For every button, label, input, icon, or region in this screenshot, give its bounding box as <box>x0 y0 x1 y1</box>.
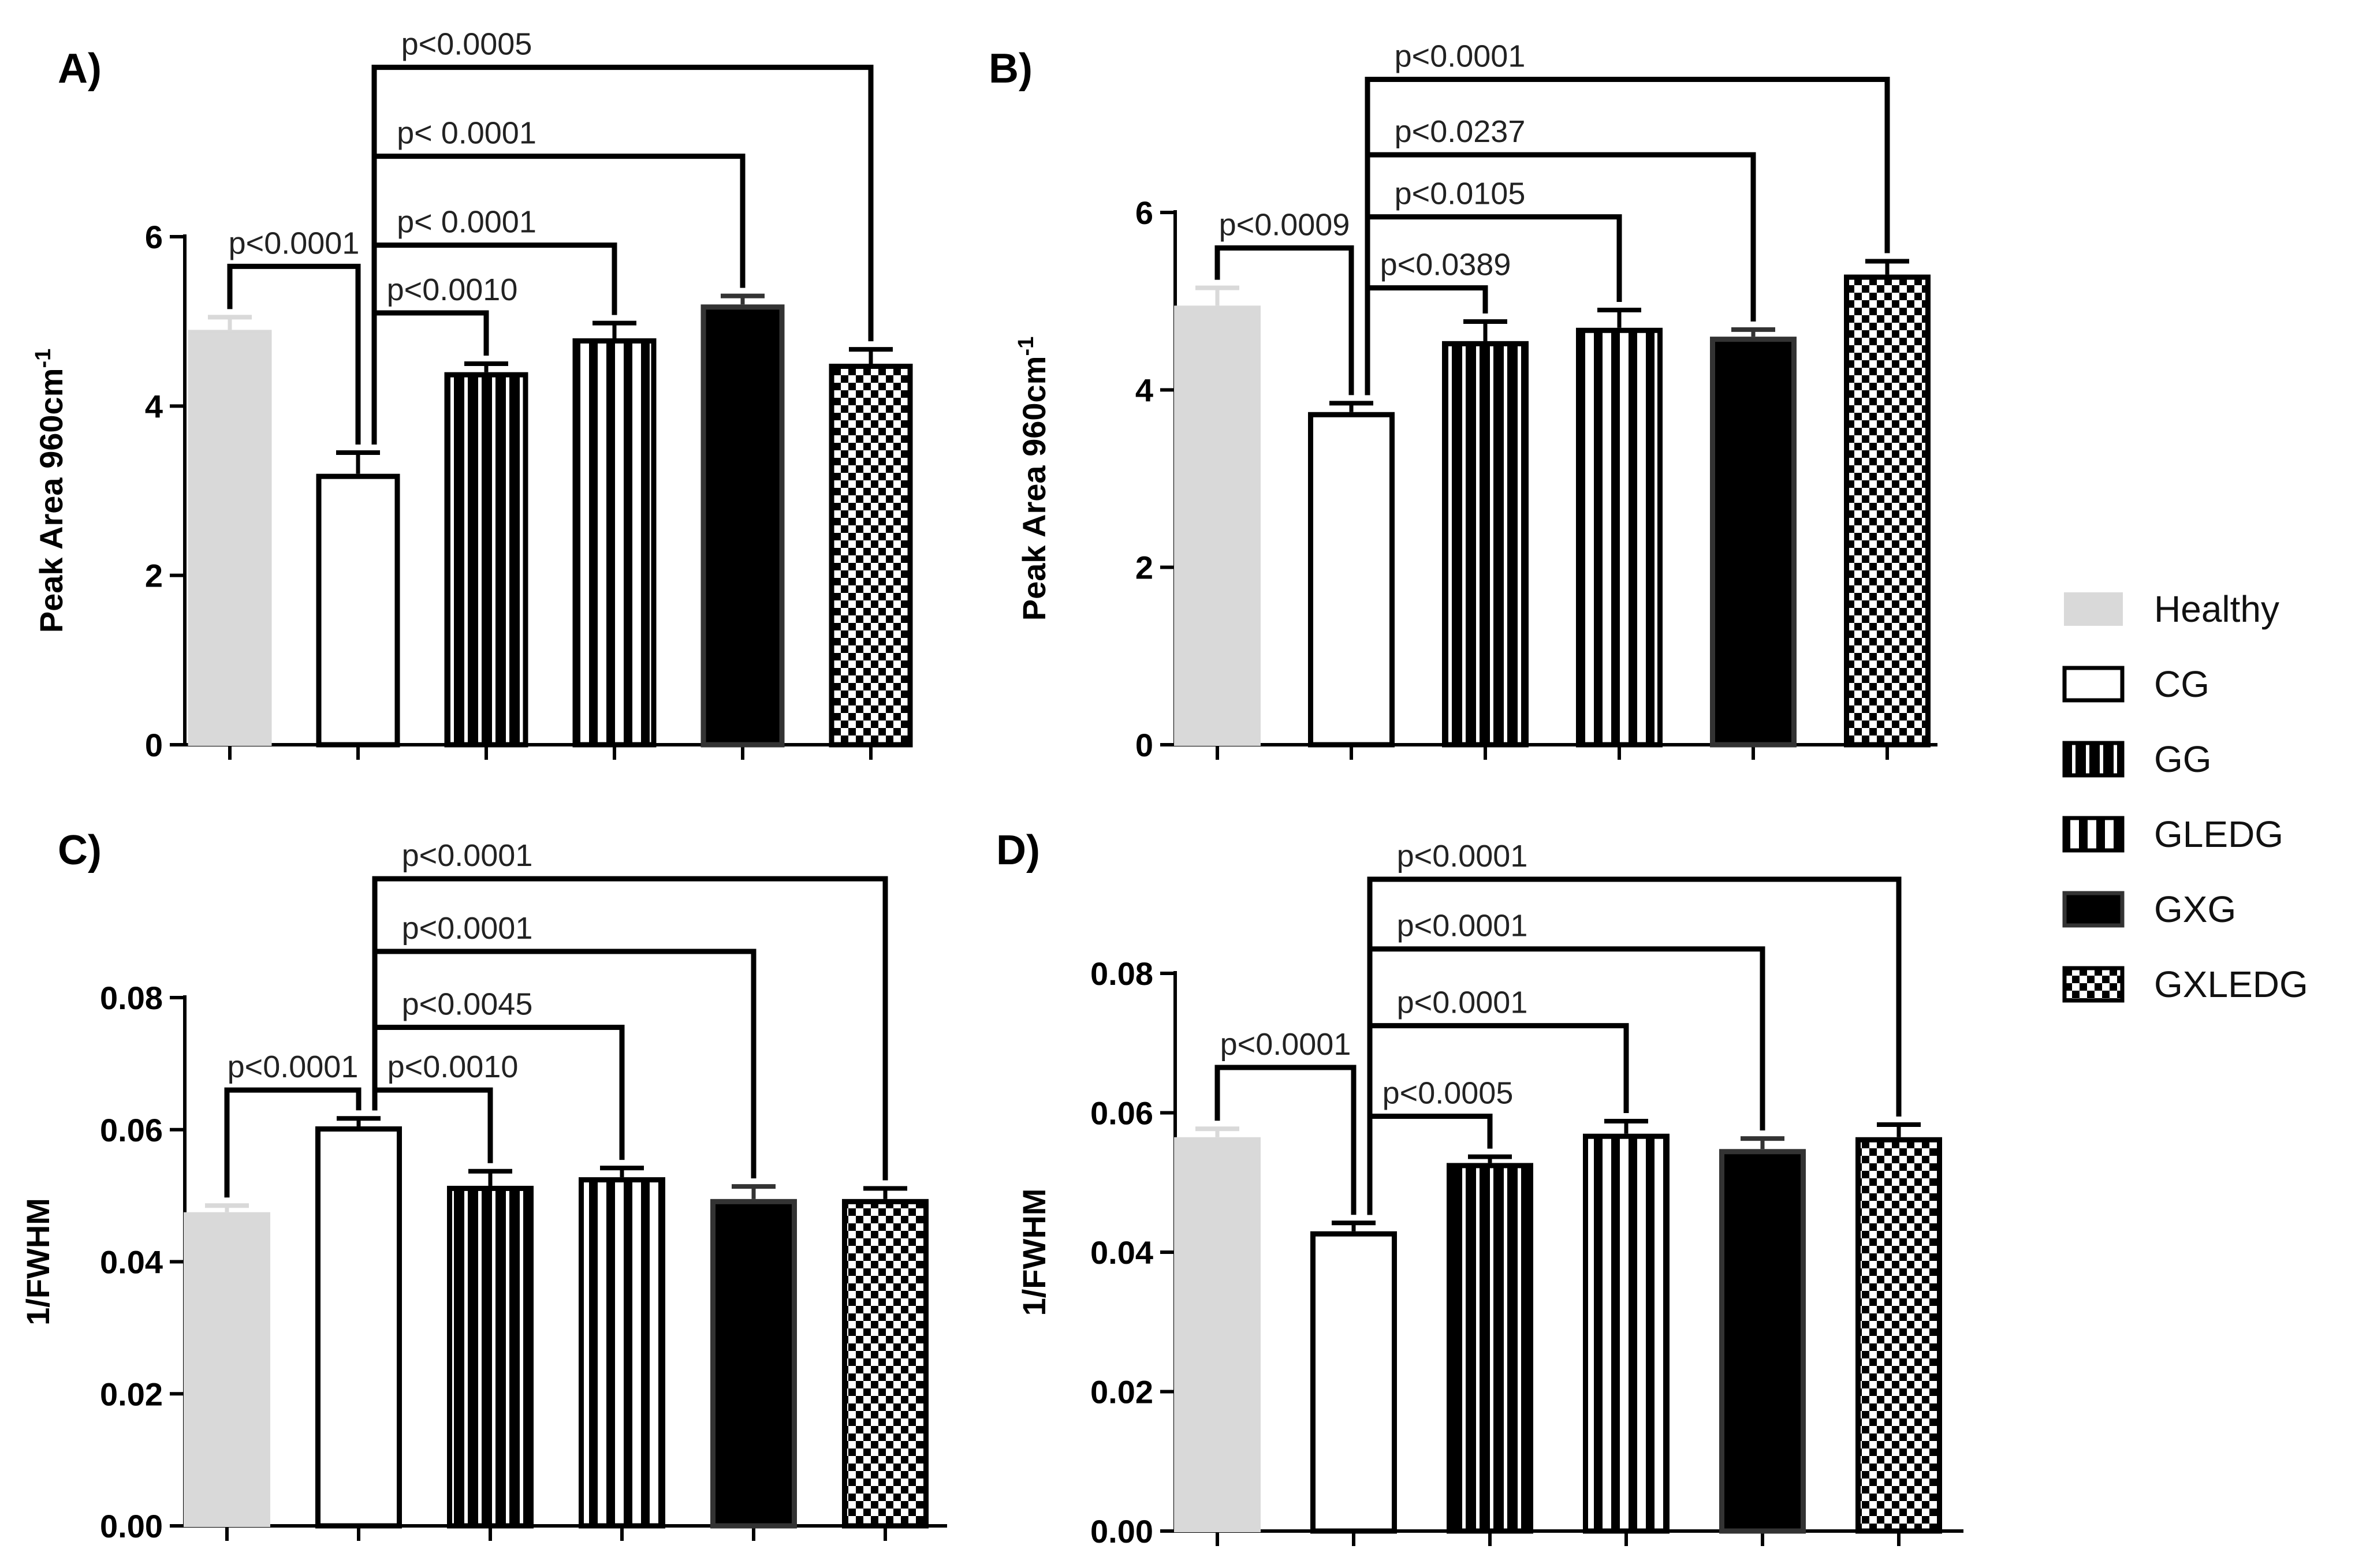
legend-swatch-gxg <box>2062 891 2125 928</box>
bar-gledg <box>579 1177 665 1529</box>
y-tick-label: 6 <box>145 219 163 255</box>
panel-d: D) 1/FWHM 0.00 0.02 0.04 0.06 0.08 p<0.0001 p<0.… <box>996 827 1963 1550</box>
panel-label: C) <box>58 827 102 873</box>
y-tick-label: 4 <box>145 388 163 424</box>
legend-label: Healthy <box>2154 588 2279 630</box>
y-tick-label: 0.08 <box>100 980 163 1016</box>
legend-swatch-healthy <box>2064 592 2123 626</box>
p-value-label: p<0.0001 <box>402 838 533 873</box>
y-axis-label: 1/FWHM <box>1016 1189 1052 1316</box>
significance-bracket <box>227 263 361 445</box>
bar-gg <box>1447 1163 1533 1534</box>
legend-swatch-gledg <box>2062 816 2125 853</box>
bar-healthy <box>1174 305 1261 746</box>
bar-gxg <box>1710 337 1797 748</box>
significance-bracket <box>372 1024 625 1160</box>
p-value-label: p<0.0009 <box>1219 207 1350 242</box>
y-axis-label-superscript: -1 <box>1014 337 1038 356</box>
bar-gledg <box>572 338 657 748</box>
y-tick-label: 6 <box>1135 195 1153 231</box>
significance-bracket <box>1365 77 1890 395</box>
p-value-label: p<0.0001 <box>402 911 533 946</box>
bar-gledg <box>1583 1133 1670 1534</box>
y-axis-label: Peak Area 960cm-1 <box>1014 337 1052 621</box>
panel-label: B) <box>989 46 1033 92</box>
y-tick-label: 0 <box>1135 727 1153 763</box>
bar-cg <box>1310 1231 1397 1534</box>
legend-swatch-cg <box>2062 666 2125 703</box>
bar-cg <box>316 473 400 748</box>
y-tick-label: 0 <box>145 727 163 763</box>
bar-gxg <box>710 1199 797 1529</box>
y-tick-label: 2 <box>1135 550 1153 586</box>
legend-label: GG <box>2154 738 2212 780</box>
p-value-label: p<0.0105 <box>1395 177 1526 211</box>
y-tick-label: 0.02 <box>100 1376 163 1412</box>
p-value-label: p<0.0010 <box>387 1050 519 1084</box>
y-tick-label: 0.02 <box>1090 1374 1153 1410</box>
bar-healthy <box>1174 1137 1261 1532</box>
bar-healthy <box>188 330 272 746</box>
bar-gg <box>1442 341 1529 748</box>
p-value-label: p<0.0001 <box>228 1050 359 1084</box>
panel-label: A) <box>58 46 102 92</box>
p-value-label: p<0.0237 <box>1395 114 1526 149</box>
significance-bracket <box>224 1087 362 1198</box>
panel-label: D) <box>996 827 1040 873</box>
bar-gxledg <box>842 1199 929 1529</box>
bar-gxg <box>1719 1149 1806 1534</box>
y-tick-label: 0.00 <box>100 1508 163 1544</box>
y-tick-label: 0.06 <box>1090 1095 1153 1132</box>
y-axis-label: Peak Area 960cm-1 <box>31 349 69 633</box>
p-value-label: p<0.0010 <box>387 272 518 307</box>
y-tick-label: 0.06 <box>100 1112 163 1148</box>
legend-label: GLEDG <box>2154 813 2283 855</box>
p-value-label: p< 0.0001 <box>397 116 536 151</box>
y-tick-label: 0.08 <box>1090 955 1153 992</box>
legend-label: GXLEDG <box>2154 964 2308 1005</box>
bar-gxledg <box>829 364 913 748</box>
y-axis-label-superscript: -1 <box>31 349 55 368</box>
p-value-label: p<0.0001 <box>1395 39 1526 74</box>
significance-bracket <box>1367 876 1902 1215</box>
y-tick-label: 4 <box>1135 372 1153 408</box>
significance-bracket <box>1214 245 1354 395</box>
y-tick-label: 0.00 <box>1090 1513 1153 1550</box>
legend-label: CG <box>2154 663 2209 705</box>
p-value-label: p<0.0001 <box>1220 1027 1351 1062</box>
p-value-label: p<0.0001 <box>1397 909 1528 943</box>
legend-label: GXG <box>2154 888 2236 930</box>
significance-bracket <box>372 876 888 1181</box>
significance-bracket <box>1214 1065 1357 1215</box>
panel-b: B) Peak Area 960cm-1 0 2 4 6 p<0.0009 p<0.0389 p… <box>989 39 1937 763</box>
y-axis-label: 1/FWHM <box>20 1198 56 1326</box>
bar-gledg <box>1576 327 1663 748</box>
legend-swatch-gg <box>2062 741 2125 778</box>
y-tick-label: 2 <box>145 558 163 594</box>
bar-gxledg <box>1855 1137 1942 1534</box>
legend: Healthy CG GG GLEDG GXG GXLEDG <box>2062 588 2308 1005</box>
panel-c: C) 1/FWHM 0.00 0.02 0.04 0.06 0.08 p<0.0001 p<0.… <box>20 827 947 1544</box>
bar-cg <box>315 1126 402 1529</box>
p-value-label: p<0.0045 <box>402 987 533 1021</box>
bar-healthy <box>184 1212 270 1527</box>
y-tick-label: 0.04 <box>1090 1234 1153 1271</box>
legend-swatch-gxledg <box>2062 966 2125 1003</box>
bar-cg <box>1308 412 1395 748</box>
bar-gxledg <box>1844 274 1931 748</box>
p-value-label: p<0.0005 <box>401 27 532 62</box>
p-value-label: p<0.0001 <box>1397 839 1528 873</box>
bar-gg <box>444 372 528 748</box>
panel-a: A) Peak Area 960cm-1 0 2 4 6 p<0.0001 p<0.0010 p… <box>31 27 913 763</box>
y-tick-label: 0.04 <box>100 1244 163 1280</box>
p-value-label: p<0.0001 <box>1397 985 1528 1020</box>
p-value-label: p<0.0001 <box>229 226 360 260</box>
significance-bracket <box>371 65 874 445</box>
p-value-label: p<0.0389 <box>1380 248 1511 282</box>
p-value-label: p<0.0005 <box>1383 1076 1514 1111</box>
bar-gg <box>447 1185 534 1529</box>
bar-gxg <box>700 304 785 748</box>
p-value-label: p< 0.0001 <box>397 205 536 240</box>
